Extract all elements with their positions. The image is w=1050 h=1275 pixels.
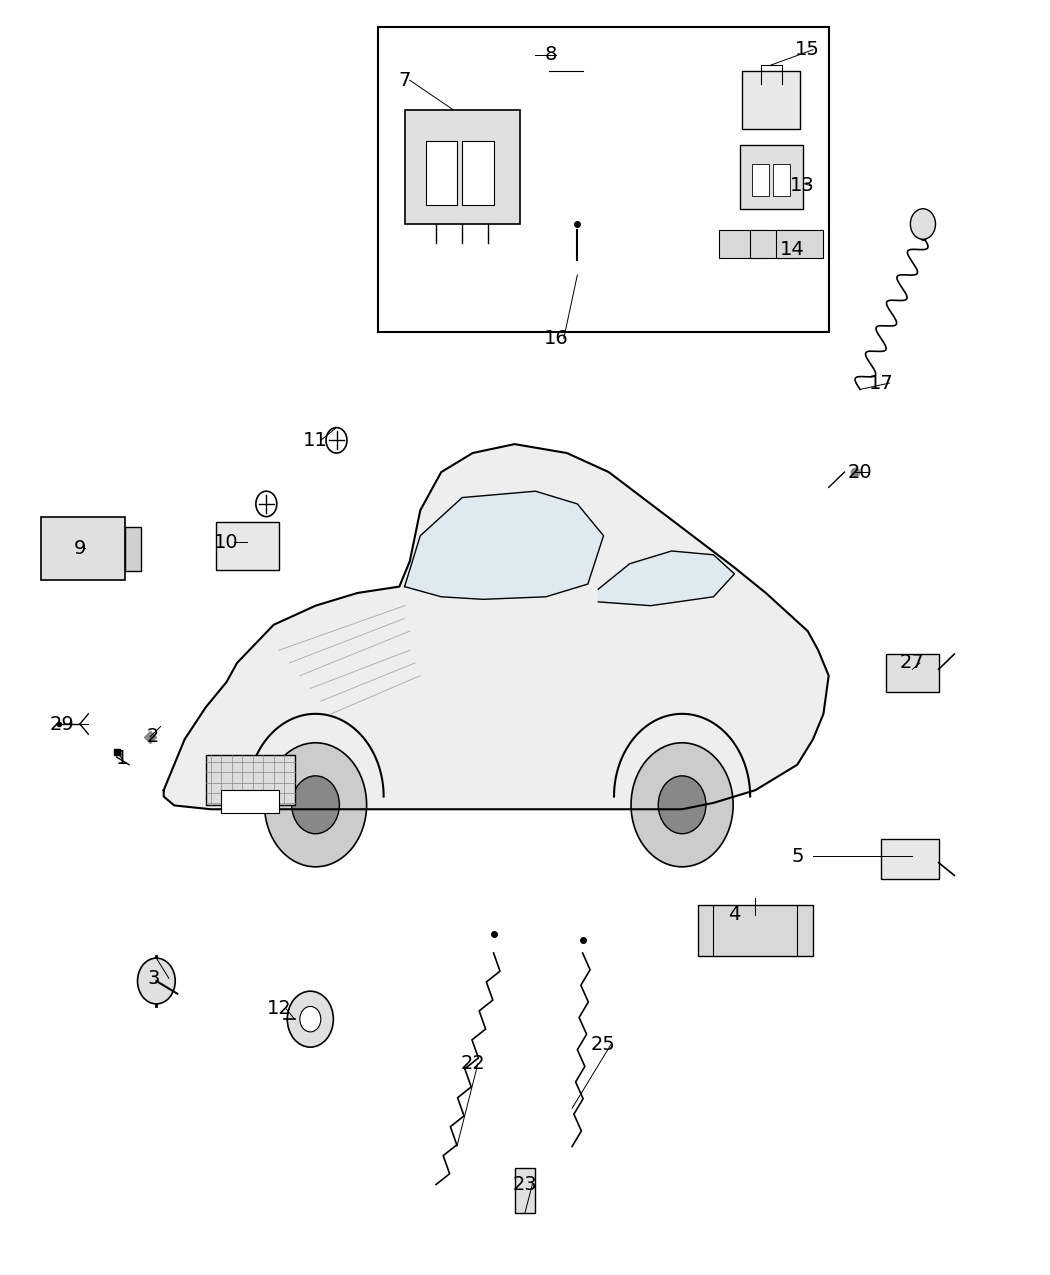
Circle shape <box>658 776 706 834</box>
Text: 7: 7 <box>398 71 411 89</box>
Bar <box>378 27 828 333</box>
Bar <box>881 839 939 880</box>
Text: 14: 14 <box>780 240 804 259</box>
Text: 22: 22 <box>460 1054 485 1074</box>
Bar <box>698 905 813 955</box>
Circle shape <box>631 743 733 867</box>
Text: 20: 20 <box>847 463 873 482</box>
Text: 27: 27 <box>900 654 925 672</box>
Text: 13: 13 <box>791 176 815 195</box>
Bar <box>462 142 493 205</box>
Text: 5: 5 <box>791 847 803 866</box>
Bar <box>41 516 125 580</box>
Text: 2: 2 <box>147 727 160 746</box>
Bar <box>125 527 141 571</box>
Circle shape <box>138 958 175 1003</box>
Polygon shape <box>164 444 828 810</box>
Text: 16: 16 <box>544 329 569 348</box>
Bar <box>773 164 790 196</box>
Text: 1: 1 <box>116 748 128 768</box>
Bar <box>425 142 457 205</box>
Text: 29: 29 <box>49 714 75 733</box>
Text: 10: 10 <box>214 533 238 552</box>
Polygon shape <box>404 491 604 599</box>
Text: 15: 15 <box>795 41 820 59</box>
Polygon shape <box>598 551 734 606</box>
Text: 25: 25 <box>591 1035 616 1054</box>
Text: 12: 12 <box>267 1000 291 1019</box>
Bar <box>752 164 769 196</box>
Bar <box>216 521 279 570</box>
Circle shape <box>288 991 333 1047</box>
Text: 8: 8 <box>545 46 558 64</box>
Bar <box>739 145 802 209</box>
Bar <box>404 110 520 224</box>
Bar <box>741 71 800 129</box>
Circle shape <box>265 743 366 867</box>
Text: 4: 4 <box>729 905 740 924</box>
Text: 17: 17 <box>868 374 894 393</box>
Text: 3: 3 <box>147 969 160 988</box>
Text: 11: 11 <box>303 431 328 450</box>
Text: 9: 9 <box>74 539 86 558</box>
Bar <box>206 755 295 806</box>
Bar <box>222 790 279 813</box>
Bar <box>750 231 797 259</box>
Bar <box>886 654 939 692</box>
Bar <box>776 231 823 259</box>
Circle shape <box>292 776 339 834</box>
Bar <box>719 231 765 259</box>
Text: 23: 23 <box>512 1176 538 1195</box>
Circle shape <box>300 1006 321 1031</box>
Circle shape <box>910 209 936 240</box>
Bar <box>514 1168 536 1213</box>
